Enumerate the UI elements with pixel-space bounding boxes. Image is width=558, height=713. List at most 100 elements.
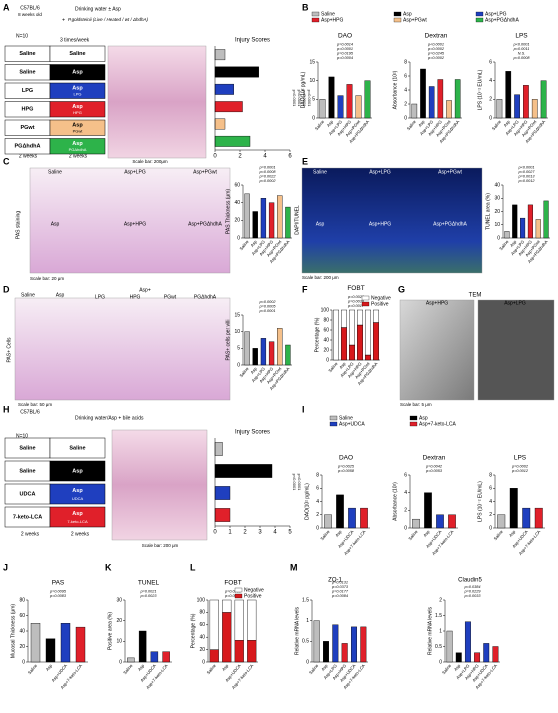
y-tick-label: 1.5 <box>302 597 309 603</box>
bar <box>214 101 243 113</box>
group-box <box>49 82 106 99</box>
y-tick-label: 20 <box>116 618 122 624</box>
y-tick-label: 6 <box>316 486 319 492</box>
bar <box>512 204 518 239</box>
label: 2 weeks <box>71 531 90 537</box>
image-label: LPG <box>95 294 105 300</box>
y-tick-label: 10 <box>234 329 240 335</box>
x-tick-label: Saline <box>314 119 326 132</box>
annotation: p=0.0036 <box>347 300 365 304</box>
label: N=10 <box>16 433 28 439</box>
bar-segment <box>209 649 219 663</box>
y-tick-label: 40 <box>234 200 240 206</box>
bar <box>535 219 541 239</box>
bar <box>337 95 344 119</box>
annotation: p=0.0012 <box>518 179 536 183</box>
bar <box>464 621 471 663</box>
y-tick-label: 20 <box>19 644 25 650</box>
annotation: p<0.0001 <box>427 43 444 47</box>
y-tick-label: 60 <box>19 613 25 619</box>
label: DAO <box>338 33 352 40</box>
label: HPG <box>22 107 34 113</box>
label: PAS+ Cells <box>6 337 12 363</box>
bar <box>504 231 510 239</box>
bar-segment <box>234 599 244 641</box>
legend-swatch <box>234 587 243 593</box>
y-tick-label: 10 <box>494 222 500 228</box>
bar <box>277 195 283 239</box>
bar-segment <box>365 309 372 356</box>
bar-segment <box>349 309 356 346</box>
x-tick-label: 1 <box>228 530 232 536</box>
bar-segment <box>357 324 364 361</box>
annotation: N.S. <box>518 52 525 56</box>
tunel-image <box>301 167 483 274</box>
x-tick-label: Saline <box>407 529 419 542</box>
x-tick-label: Saline <box>238 239 250 252</box>
label: N=10 <box>16 33 28 39</box>
bar <box>60 623 71 663</box>
annotation: p<0.0001 <box>513 43 530 47</box>
image-label: Asp+LPG <box>369 169 391 175</box>
bar <box>522 507 531 529</box>
x-tick-label: Saline <box>238 366 250 379</box>
annotation: p=0.0177 <box>331 590 349 594</box>
pas-cells-image <box>14 297 231 401</box>
bar <box>214 508 231 522</box>
bar <box>285 206 291 239</box>
bar <box>514 94 520 119</box>
y-tick-label: 0 <box>22 659 25 665</box>
y-tick-label: 0.5 <box>435 644 442 650</box>
x-tick-label: Saline <box>327 361 339 374</box>
image-label: PGΔhdhA <box>194 294 217 300</box>
bar-segment <box>373 309 380 323</box>
bar <box>332 624 339 663</box>
bar <box>313 620 320 663</box>
bar <box>252 348 258 366</box>
bar <box>483 643 490 663</box>
y-tick-label: 8 <box>316 472 319 478</box>
y-tick-label: 0 <box>312 115 315 121</box>
x-tick-label: Asp <box>334 529 343 538</box>
y-tick-label: 20 <box>234 218 240 224</box>
bar <box>455 652 462 663</box>
y-tick-label: 20 <box>199 647 205 653</box>
label: Asp <box>72 85 83 91</box>
annotation: p=0.0095 <box>49 590 67 594</box>
y-tick-label: 4 <box>316 499 319 505</box>
y-tick-label: 2 <box>489 512 492 518</box>
label: PAS <box>52 580 65 587</box>
panel-letter: B <box>302 2 309 12</box>
label: 7-keto-LCA <box>13 514 42 520</box>
x-tick-label: 6 <box>288 154 292 160</box>
annotation: p=0.0195 <box>336 52 354 56</box>
pas-image <box>29 167 231 274</box>
label: 8 weeks old <box>18 12 42 17</box>
bar <box>244 193 250 239</box>
bar <box>285 344 291 366</box>
bar <box>268 202 275 239</box>
x-tick-label: Saline <box>498 239 510 252</box>
label: 2 weeks <box>19 153 38 159</box>
y-tick-label: 0 <box>119 659 122 665</box>
legend-swatch <box>361 295 370 301</box>
y-tick-label: 0 <box>439 659 442 665</box>
label: C57BL/6 <box>20 5 40 11</box>
image-label: Asp+PGwt <box>438 169 462 175</box>
x-tick-label: Saline <box>493 529 505 542</box>
x-tick-label: 2 <box>243 530 247 536</box>
y-tick-label: 30 <box>116 597 122 603</box>
bar-segment <box>357 309 364 326</box>
image-label: PGwt <box>164 294 177 300</box>
x-tick-label: 3 <box>258 530 262 536</box>
bar <box>505 71 512 119</box>
label: Injury Scores <box>235 430 270 436</box>
y-tick-label: 100 <box>197 597 206 603</box>
group-box <box>49 460 106 482</box>
tem-image <box>399 299 475 401</box>
legend-label: Asp+PGΔhdhA <box>485 17 519 23</box>
annotation: p=0.0033 <box>464 594 482 598</box>
x-tick-label: Asp <box>422 529 431 538</box>
bar <box>138 630 147 663</box>
bar <box>214 135 251 147</box>
